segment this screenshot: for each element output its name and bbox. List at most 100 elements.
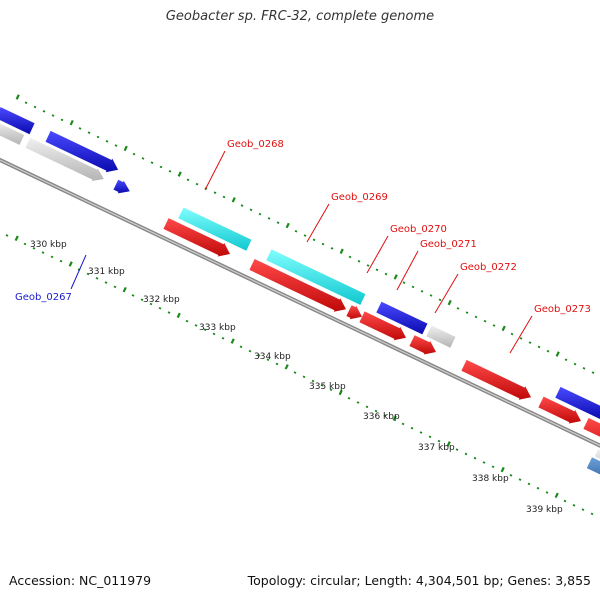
inner-tick-ring [293,371,297,374]
inner-tick-ring [176,312,181,319]
inner-tick-ring [365,405,369,409]
outer-tick-ring [393,274,398,280]
outer-tick-ring [492,324,496,327]
outer-tick-ring [141,157,145,160]
outer-tick-ring [348,255,352,259]
outer-tick-ring [24,101,28,105]
gene-label: Geob_0271 [420,239,477,250]
inner-tick-ring [392,415,397,421]
outer-tick-ring [357,259,361,263]
inner-tick-ring [149,302,153,306]
inner-tick-ring [554,492,559,499]
gene-feature [583,418,600,437]
outer-tick-ring [15,94,20,100]
inner-tick-ring [86,272,90,276]
inner-tick-ring [383,414,387,417]
inner-tick-ring [5,234,9,237]
inner-tick-ring [140,298,144,301]
inner-tick-ring [41,251,45,254]
outer-tick-ring [537,345,541,349]
gene-feature [346,305,362,320]
inner-tick-ring [203,328,207,331]
outer-tick-ring [33,105,37,109]
gene-feature [0,107,35,135]
gene-feature-geob-0272 [426,325,456,348]
outer-tick-ring [582,367,586,370]
outer-tick-ring [384,272,388,276]
outer-tick-ring [159,165,163,169]
outer-tick-ring [87,131,91,135]
outer-tick-ring [321,242,325,246]
outer-tick-ring [123,145,128,152]
inner-tick-ring [113,285,117,289]
inner-tick-ring [212,332,216,336]
inner-tick-ring [239,345,243,349]
outer-tick-ring [510,332,514,336]
outer-tick-ring [195,182,199,186]
outer-tick-ring [150,161,154,164]
inner-tick-ring [311,379,315,383]
outer-tick-ring [528,341,532,344]
genome-backbone-highlight [0,159,600,447]
inner-tick-ring [320,384,324,387]
tick-label: 335 kbp [309,382,346,392]
inner-tick-ring [158,306,162,310]
inner-tick-ring [257,354,261,357]
outer-tick-ring [474,315,478,319]
tick-label: 331 kbp [88,267,125,277]
gene-feature [0,123,25,145]
gene-label: Geob_0273 [534,304,591,315]
tick-label: 339 kbp [526,505,563,515]
inner-tick-ring [428,435,432,439]
gene-feature-geob-0273 [461,359,531,400]
inner-tick-ring [122,286,127,293]
inner-tick-ring [527,482,531,486]
outer-tick-ring [240,204,244,207]
inner-tick-ring [275,362,279,366]
outer-tick-ring [402,281,406,284]
outer-tick-ring [51,114,55,117]
inner-tick-ring [500,466,505,473]
accession-text: Accession: NC_011979 [9,573,152,588]
inner-tick-ring [14,235,19,242]
gene-label-leader [434,273,459,314]
gene-label: Geob_0270 [390,224,447,235]
inner-tick-ring [248,349,252,353]
inner-tick-ring [104,281,108,284]
outer-tick-ring [213,191,217,194]
tick-label: 338 kbp [472,474,509,484]
outer-tick-ring [483,319,487,323]
map-title: Geobacter sp. FRC-32, complete genome [165,9,435,24]
outer-tick-ring [429,294,433,297]
inner-tick-ring [518,478,522,481]
outer-tick-ring [573,362,577,366]
inner-tick-ring [491,465,495,469]
outer-tick-ring [132,152,136,156]
tick-label: 333 kbp [199,323,236,333]
outer-tick-ring [177,171,182,177]
outer-tick-ring [330,247,334,250]
tick-label: 332 kbp [143,295,180,305]
outer-tick-ring [258,212,262,216]
outer-tick-ring [465,311,469,314]
inner-tick-ring [590,512,594,516]
inner-tick-ring [329,388,333,391]
outer-tick-ring [105,140,109,143]
outer-tick-ring [591,371,595,374]
gene-label: Geob_0269 [331,192,388,203]
outer-tick-ring [231,197,236,203]
outer-tick-ring [447,299,452,306]
gene-label-leader [366,235,389,274]
inner-tick-ring [509,474,513,477]
inner-tick-ring [464,452,468,456]
gene-label: Geob_0268 [227,139,284,150]
outer-tick-ring [339,248,344,254]
gene-label-leader [396,250,419,291]
inner-tick-ring [356,401,360,404]
tick-label: 330 kbp [30,240,67,250]
outer-tick-ring [312,238,316,242]
inner-tick-ring [572,504,576,507]
outer-tick-ring [276,221,280,224]
gene-label-leader [509,315,533,354]
